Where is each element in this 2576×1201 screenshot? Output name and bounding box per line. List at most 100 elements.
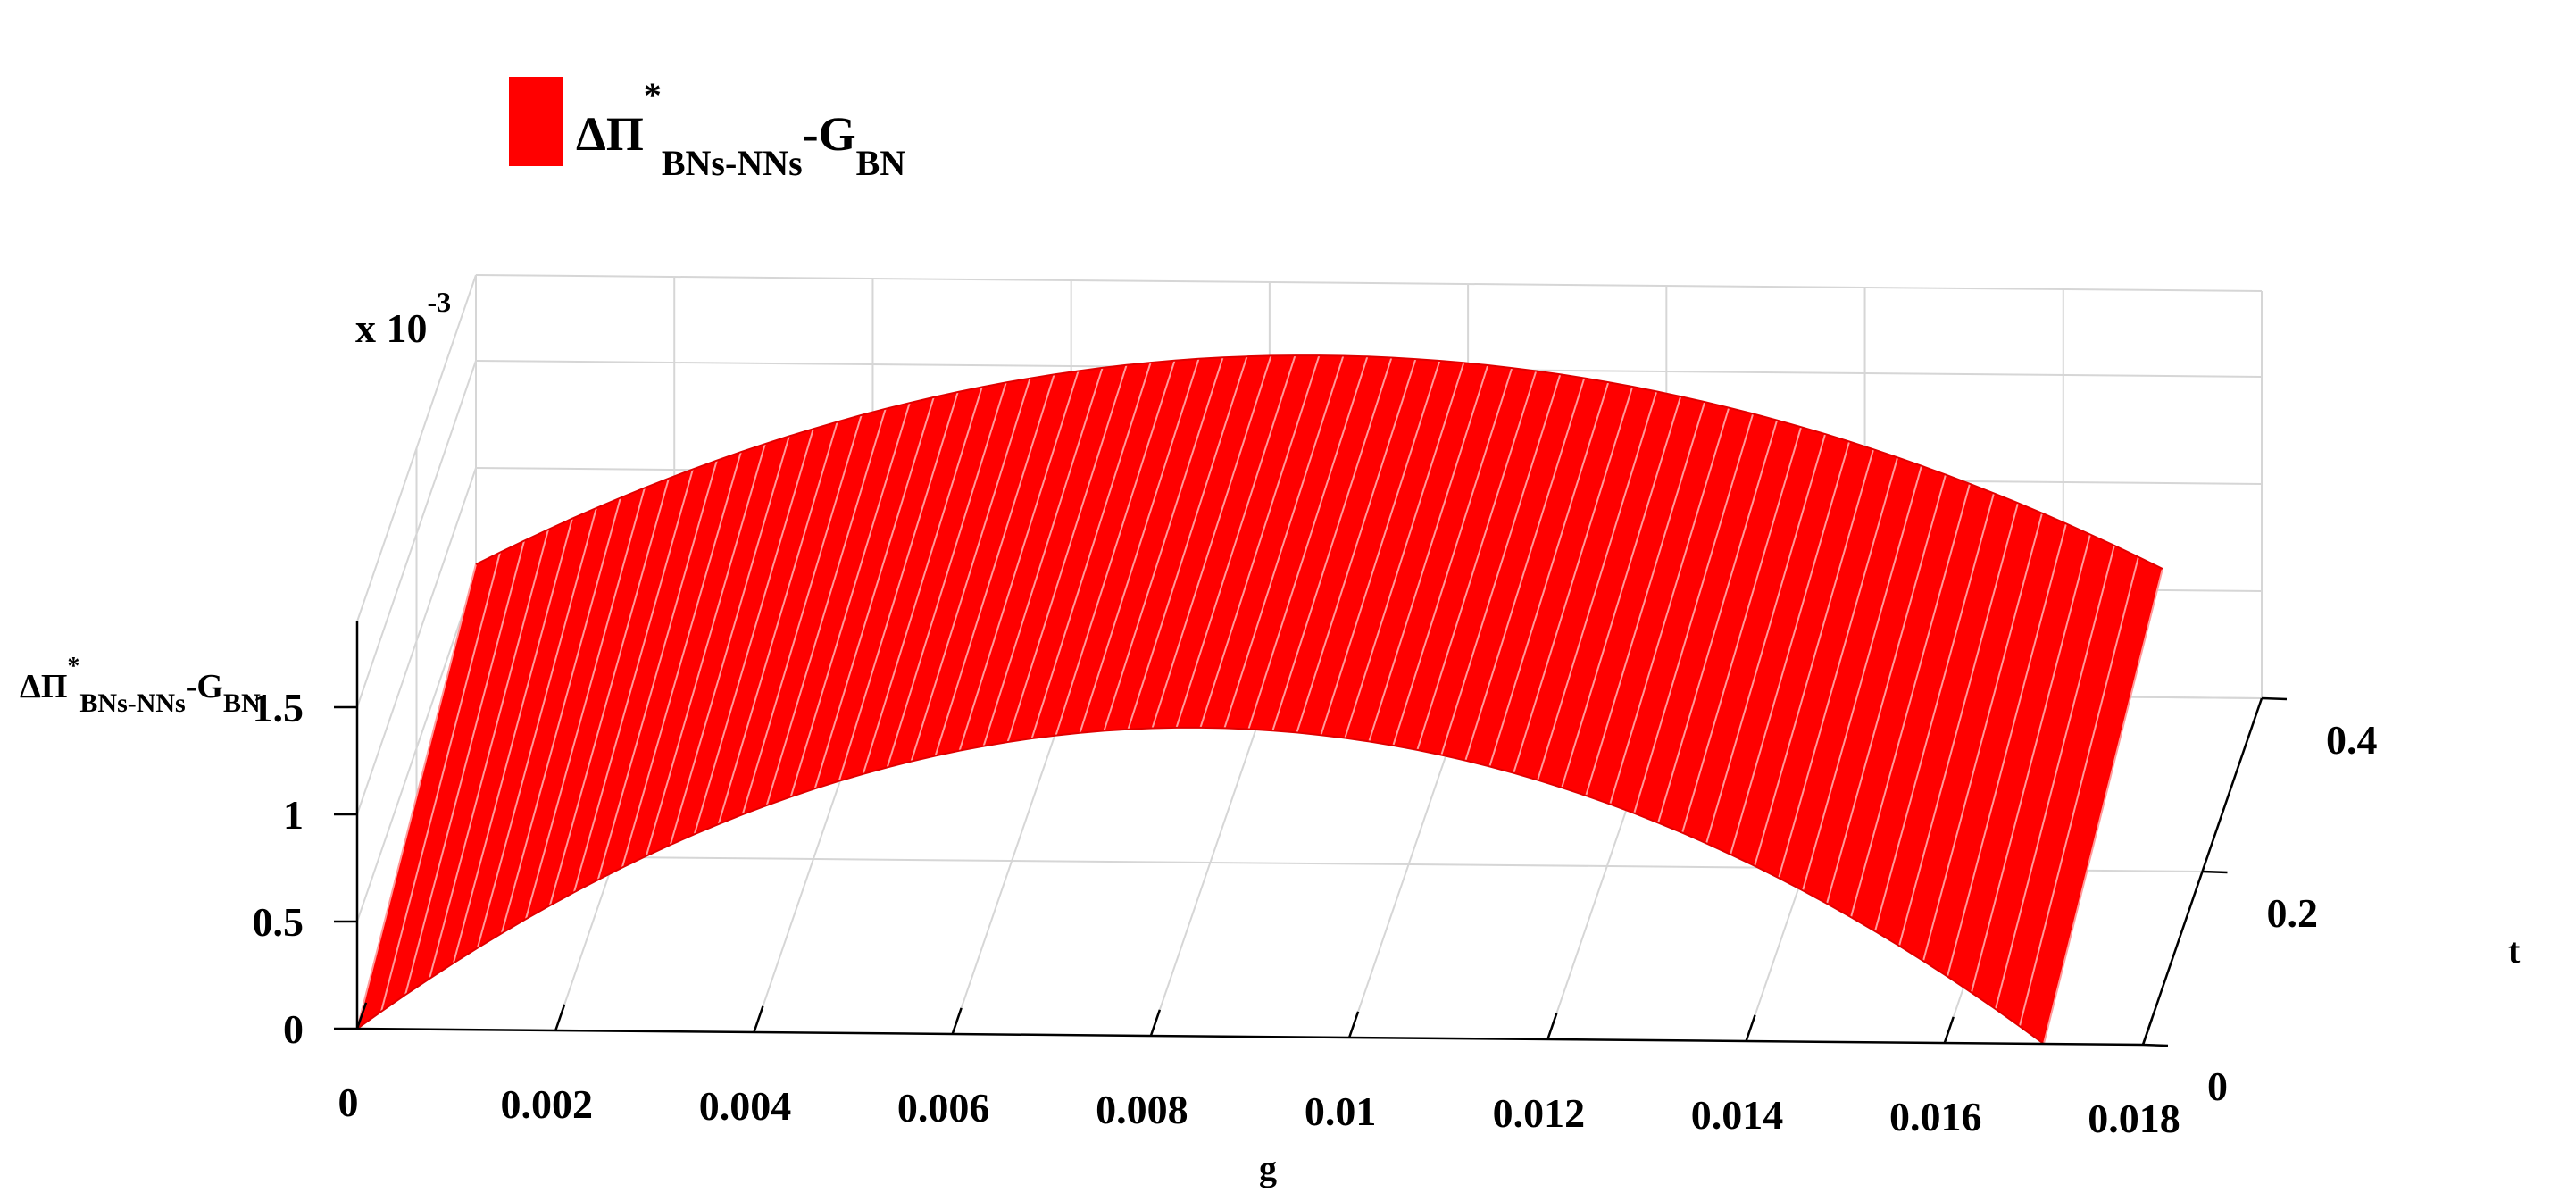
y-tick-mark xyxy=(2142,1043,2169,1047)
x-tick-label: 0.014 xyxy=(1691,1092,1784,1138)
x-axis-label: g xyxy=(1259,1148,1277,1188)
surface-mesh-line xyxy=(596,460,718,880)
surface-mesh-line xyxy=(910,378,1031,762)
surface-mesh-line xyxy=(1947,523,2067,977)
x-axis-line xyxy=(356,1027,2144,1047)
z-tick-label: 1 xyxy=(283,792,304,838)
x-tick-label: 0.01 xyxy=(1305,1088,1377,1134)
x-tick-mark xyxy=(355,1002,368,1030)
surface-mesh-line xyxy=(645,443,766,856)
x-tick-mark xyxy=(951,1007,963,1035)
surface-mesh-line xyxy=(1609,407,1730,805)
surface-mesh-line xyxy=(1970,534,2091,993)
surface-mesh-line xyxy=(1778,457,1899,879)
y-tick-mark xyxy=(2261,696,2288,701)
x-tick-mark xyxy=(753,1005,764,1033)
x-tick-mark xyxy=(1943,1016,1955,1044)
z-tick-label: 0 xyxy=(283,1006,304,1052)
surface-mesh-line xyxy=(982,367,1104,746)
x-tick-label: 0.004 xyxy=(699,1083,792,1129)
surface-mesh-line xyxy=(1199,354,1321,729)
x-tick-mark xyxy=(554,1004,566,1031)
surface-mesh-line xyxy=(693,429,814,835)
z-tick-label: 1.5 xyxy=(253,685,304,730)
surface-mesh-line xyxy=(1850,483,1971,918)
axes-layer xyxy=(334,621,2288,1047)
left-wall-grid-line xyxy=(356,574,477,922)
back-wall-grid-line xyxy=(475,274,2263,292)
surface-mesh-line xyxy=(548,478,670,906)
surface-mesh-line xyxy=(1705,433,1827,844)
legend-swatch xyxy=(509,77,563,166)
left-wall-grid-line xyxy=(356,467,477,815)
legend-label: ΔΠ*BNs-NNs-GBN xyxy=(576,75,905,183)
x-tick-label: 0.018 xyxy=(2088,1096,2180,1141)
surface-mesh-line xyxy=(621,451,742,868)
surface-mesh-line xyxy=(2042,568,2163,1045)
surface-mesh-line xyxy=(1585,401,1706,796)
x-tick-label: 0.012 xyxy=(1493,1090,1586,1136)
x-tick-label: 0.016 xyxy=(1889,1094,1982,1139)
x-tick-label: 0.006 xyxy=(897,1085,990,1130)
surface-mesh-line xyxy=(1994,545,2115,1010)
surface-mesh-line xyxy=(1030,362,1152,739)
surface-mesh-line xyxy=(476,507,597,948)
left-wall-grid-line xyxy=(356,360,477,708)
surface-mesh-line xyxy=(1055,360,1176,736)
surface-mesh-line xyxy=(404,540,525,996)
surface-mesh-line xyxy=(741,414,863,815)
surface-mesh-line xyxy=(1223,355,1345,729)
surface-mesh-line xyxy=(1898,503,2019,947)
surface-mesh-line xyxy=(1271,357,1393,731)
surface-mesh-line xyxy=(1488,381,1610,767)
surface-mesh-line xyxy=(838,391,959,781)
surface-mesh-line xyxy=(1826,474,1947,905)
y-tick-label: 0.2 xyxy=(2267,890,2319,936)
y-tick-label: 0 xyxy=(2207,1063,2228,1109)
surface-mesh-line xyxy=(500,497,621,934)
surface-mesh-line xyxy=(1296,358,1417,733)
surface-mesh-line xyxy=(717,421,838,825)
surface-mesh-line xyxy=(958,371,1080,751)
surface-edge xyxy=(475,354,2163,570)
surface-mesh-line xyxy=(1416,371,1538,751)
y-tick-label: 0.4 xyxy=(2326,717,2378,763)
surface-mesh-line xyxy=(1657,420,1779,823)
surface-mesh-line xyxy=(862,387,983,775)
surface-mesh-line xyxy=(1392,367,1513,746)
surface-mesh-line xyxy=(1368,364,1489,742)
surface-mesh-line xyxy=(380,552,501,1013)
surface-mesh-line xyxy=(452,518,573,963)
left-wall-grid-line xyxy=(356,274,477,622)
surface-mesh-line xyxy=(1006,364,1128,743)
surface-mesh-line xyxy=(1247,355,1369,730)
surface-mesh xyxy=(356,354,2163,1045)
surface-mesh-line xyxy=(1175,354,1296,729)
legend: ΔΠ*BNs-NNs-GBN xyxy=(475,54,963,193)
surface-mesh-line xyxy=(669,436,790,846)
z-tick-label: 0.5 xyxy=(253,899,304,945)
surface-mesh-line xyxy=(1079,358,1200,734)
surface-mesh-line xyxy=(1103,356,1224,731)
x-tick-mark xyxy=(1546,1013,1558,1040)
x-tick-mark xyxy=(2141,1018,2154,1046)
surface-mesh-line xyxy=(1633,413,1755,813)
surface-mesh-line xyxy=(429,529,549,980)
surface-mesh-line xyxy=(1730,441,1851,855)
surface-mesh-line xyxy=(765,408,887,806)
surface-mesh-line xyxy=(1151,355,1272,729)
x-tick-label: 0.002 xyxy=(500,1081,593,1127)
surface-mesh-line xyxy=(813,396,935,789)
surface-mesh-line xyxy=(356,563,477,1030)
x-tick-mark xyxy=(1347,1011,1360,1038)
surface-mesh-line xyxy=(572,469,694,893)
surface-mesh-line xyxy=(1127,355,1248,730)
x-tick-label: 0 xyxy=(338,1080,359,1125)
surface-mesh-line xyxy=(1561,396,1682,788)
surface-mesh-line xyxy=(1344,362,1465,738)
x-tick-mark xyxy=(1149,1009,1162,1037)
surface-mesh-line xyxy=(1754,448,1875,866)
surface-mesh-line xyxy=(1802,465,1922,891)
surface-mesh-line xyxy=(1513,386,1634,773)
